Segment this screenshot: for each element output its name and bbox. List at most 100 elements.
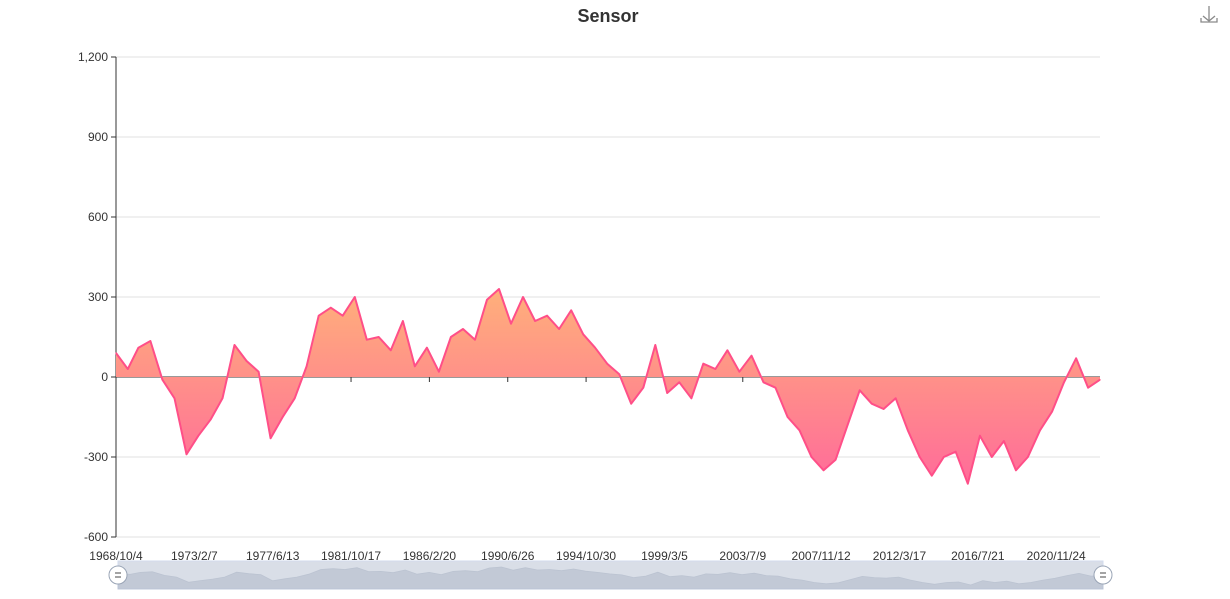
data-point bbox=[534, 320, 536, 322]
data-point bbox=[895, 397, 897, 399]
data-point bbox=[618, 373, 620, 375]
data-point bbox=[919, 456, 921, 458]
data-point bbox=[137, 347, 140, 349]
data-point bbox=[1003, 440, 1005, 442]
slider-preview bbox=[117, 566, 1104, 590]
data-point bbox=[462, 328, 464, 330]
x-tick-label: 1990/6/26 bbox=[481, 549, 535, 563]
data-point bbox=[1075, 357, 1077, 359]
y-tick-label: 600 bbox=[88, 210, 108, 224]
x-tick-label: 2020/11/24 bbox=[1027, 549, 1086, 563]
data-point bbox=[991, 456, 993, 458]
drag-handle-icon[interactable] bbox=[1093, 565, 1113, 585]
data-point bbox=[402, 320, 404, 322]
x-tick-label: 1973/2/7 bbox=[171, 549, 218, 563]
data-point bbox=[1015, 469, 1017, 471]
data-point bbox=[846, 424, 849, 426]
drag-handle-icon[interactable] bbox=[108, 565, 128, 585]
data-point bbox=[149, 340, 152, 342]
data-point bbox=[774, 387, 777, 389]
data-point bbox=[1063, 381, 1065, 383]
data-point bbox=[342, 315, 344, 317]
data-point bbox=[630, 403, 632, 405]
data-point bbox=[522, 296, 524, 298]
data-point bbox=[414, 365, 416, 367]
data-point bbox=[907, 429, 909, 431]
data-point bbox=[967, 483, 969, 485]
data-point bbox=[450, 336, 452, 338]
chart-title: Sensor bbox=[577, 6, 639, 26]
x-tick-label: 2007/11/12 bbox=[792, 549, 851, 563]
x-tick-label: 1977/6/13 bbox=[246, 549, 300, 563]
data-point bbox=[127, 368, 129, 370]
data-point bbox=[115, 352, 117, 354]
series-sensor bbox=[115, 288, 1101, 485]
data-point bbox=[750, 355, 753, 357]
y-tick-label: 900 bbox=[88, 130, 108, 144]
data-point bbox=[221, 397, 224, 399]
download-icon[interactable] bbox=[1199, 4, 1219, 24]
data-point bbox=[438, 371, 440, 373]
data-zoom-slider[interactable] bbox=[108, 560, 1113, 590]
data-point bbox=[1039, 429, 1041, 431]
data-point bbox=[606, 363, 608, 365]
data-point bbox=[979, 435, 981, 437]
data-point bbox=[1051, 411, 1053, 413]
data-point bbox=[306, 365, 308, 367]
data-point bbox=[318, 315, 320, 317]
data-point bbox=[786, 416, 789, 418]
data-point bbox=[330, 307, 332, 309]
data-point bbox=[955, 451, 957, 453]
data-point bbox=[185, 453, 188, 455]
data-point bbox=[558, 328, 560, 330]
x-tick-label: 1986/2/20 bbox=[403, 549, 457, 563]
data-point bbox=[258, 371, 260, 373]
data-point bbox=[390, 349, 392, 351]
slider-end-handle[interactable] bbox=[1093, 565, 1113, 585]
data-point bbox=[1099, 379, 1101, 381]
data-point bbox=[871, 403, 873, 405]
data-point bbox=[269, 437, 272, 439]
grid-lines bbox=[116, 56, 1100, 538]
data-point bbox=[546, 315, 548, 317]
data-point bbox=[835, 459, 837, 461]
y-tick-label: 300 bbox=[88, 290, 108, 304]
data-point bbox=[883, 408, 885, 410]
data-point bbox=[654, 344, 656, 346]
slider-start-handle[interactable] bbox=[108, 565, 128, 585]
data-point bbox=[474, 339, 476, 341]
data-point bbox=[642, 387, 644, 389]
y-tick-label: -600 bbox=[84, 530, 108, 544]
x-tick-label: 1999/3/5 bbox=[641, 549, 688, 563]
x-tick-label: 1968/10/4 bbox=[89, 549, 143, 563]
series-area bbox=[116, 289, 1100, 484]
data-point bbox=[354, 296, 356, 298]
data-point bbox=[245, 360, 248, 362]
data-point bbox=[678, 381, 680, 383]
data-point bbox=[282, 416, 284, 418]
data-point bbox=[486, 299, 488, 301]
data-point bbox=[294, 397, 296, 399]
data-point bbox=[378, 336, 380, 338]
y-tick-label: 0 bbox=[101, 370, 108, 384]
data-point bbox=[810, 456, 813, 458]
data-point bbox=[366, 339, 368, 341]
data-point bbox=[510, 323, 512, 325]
data-point bbox=[426, 347, 428, 349]
x-tick-label: 2016/7/21 bbox=[951, 549, 1005, 563]
data-point bbox=[1027, 456, 1029, 458]
data-point bbox=[1087, 387, 1089, 389]
data-point bbox=[738, 371, 740, 373]
data-point bbox=[822, 469, 825, 471]
y-tick-label: 1,200 bbox=[78, 50, 108, 64]
data-point bbox=[197, 435, 200, 437]
data-point bbox=[931, 475, 933, 477]
data-point bbox=[859, 389, 861, 391]
data-point bbox=[582, 333, 584, 335]
y-tick-label: -300 bbox=[84, 450, 108, 464]
data-point bbox=[233, 344, 236, 346]
data-point bbox=[798, 429, 801, 431]
data-point bbox=[702, 363, 704, 365]
data-point bbox=[498, 288, 500, 290]
